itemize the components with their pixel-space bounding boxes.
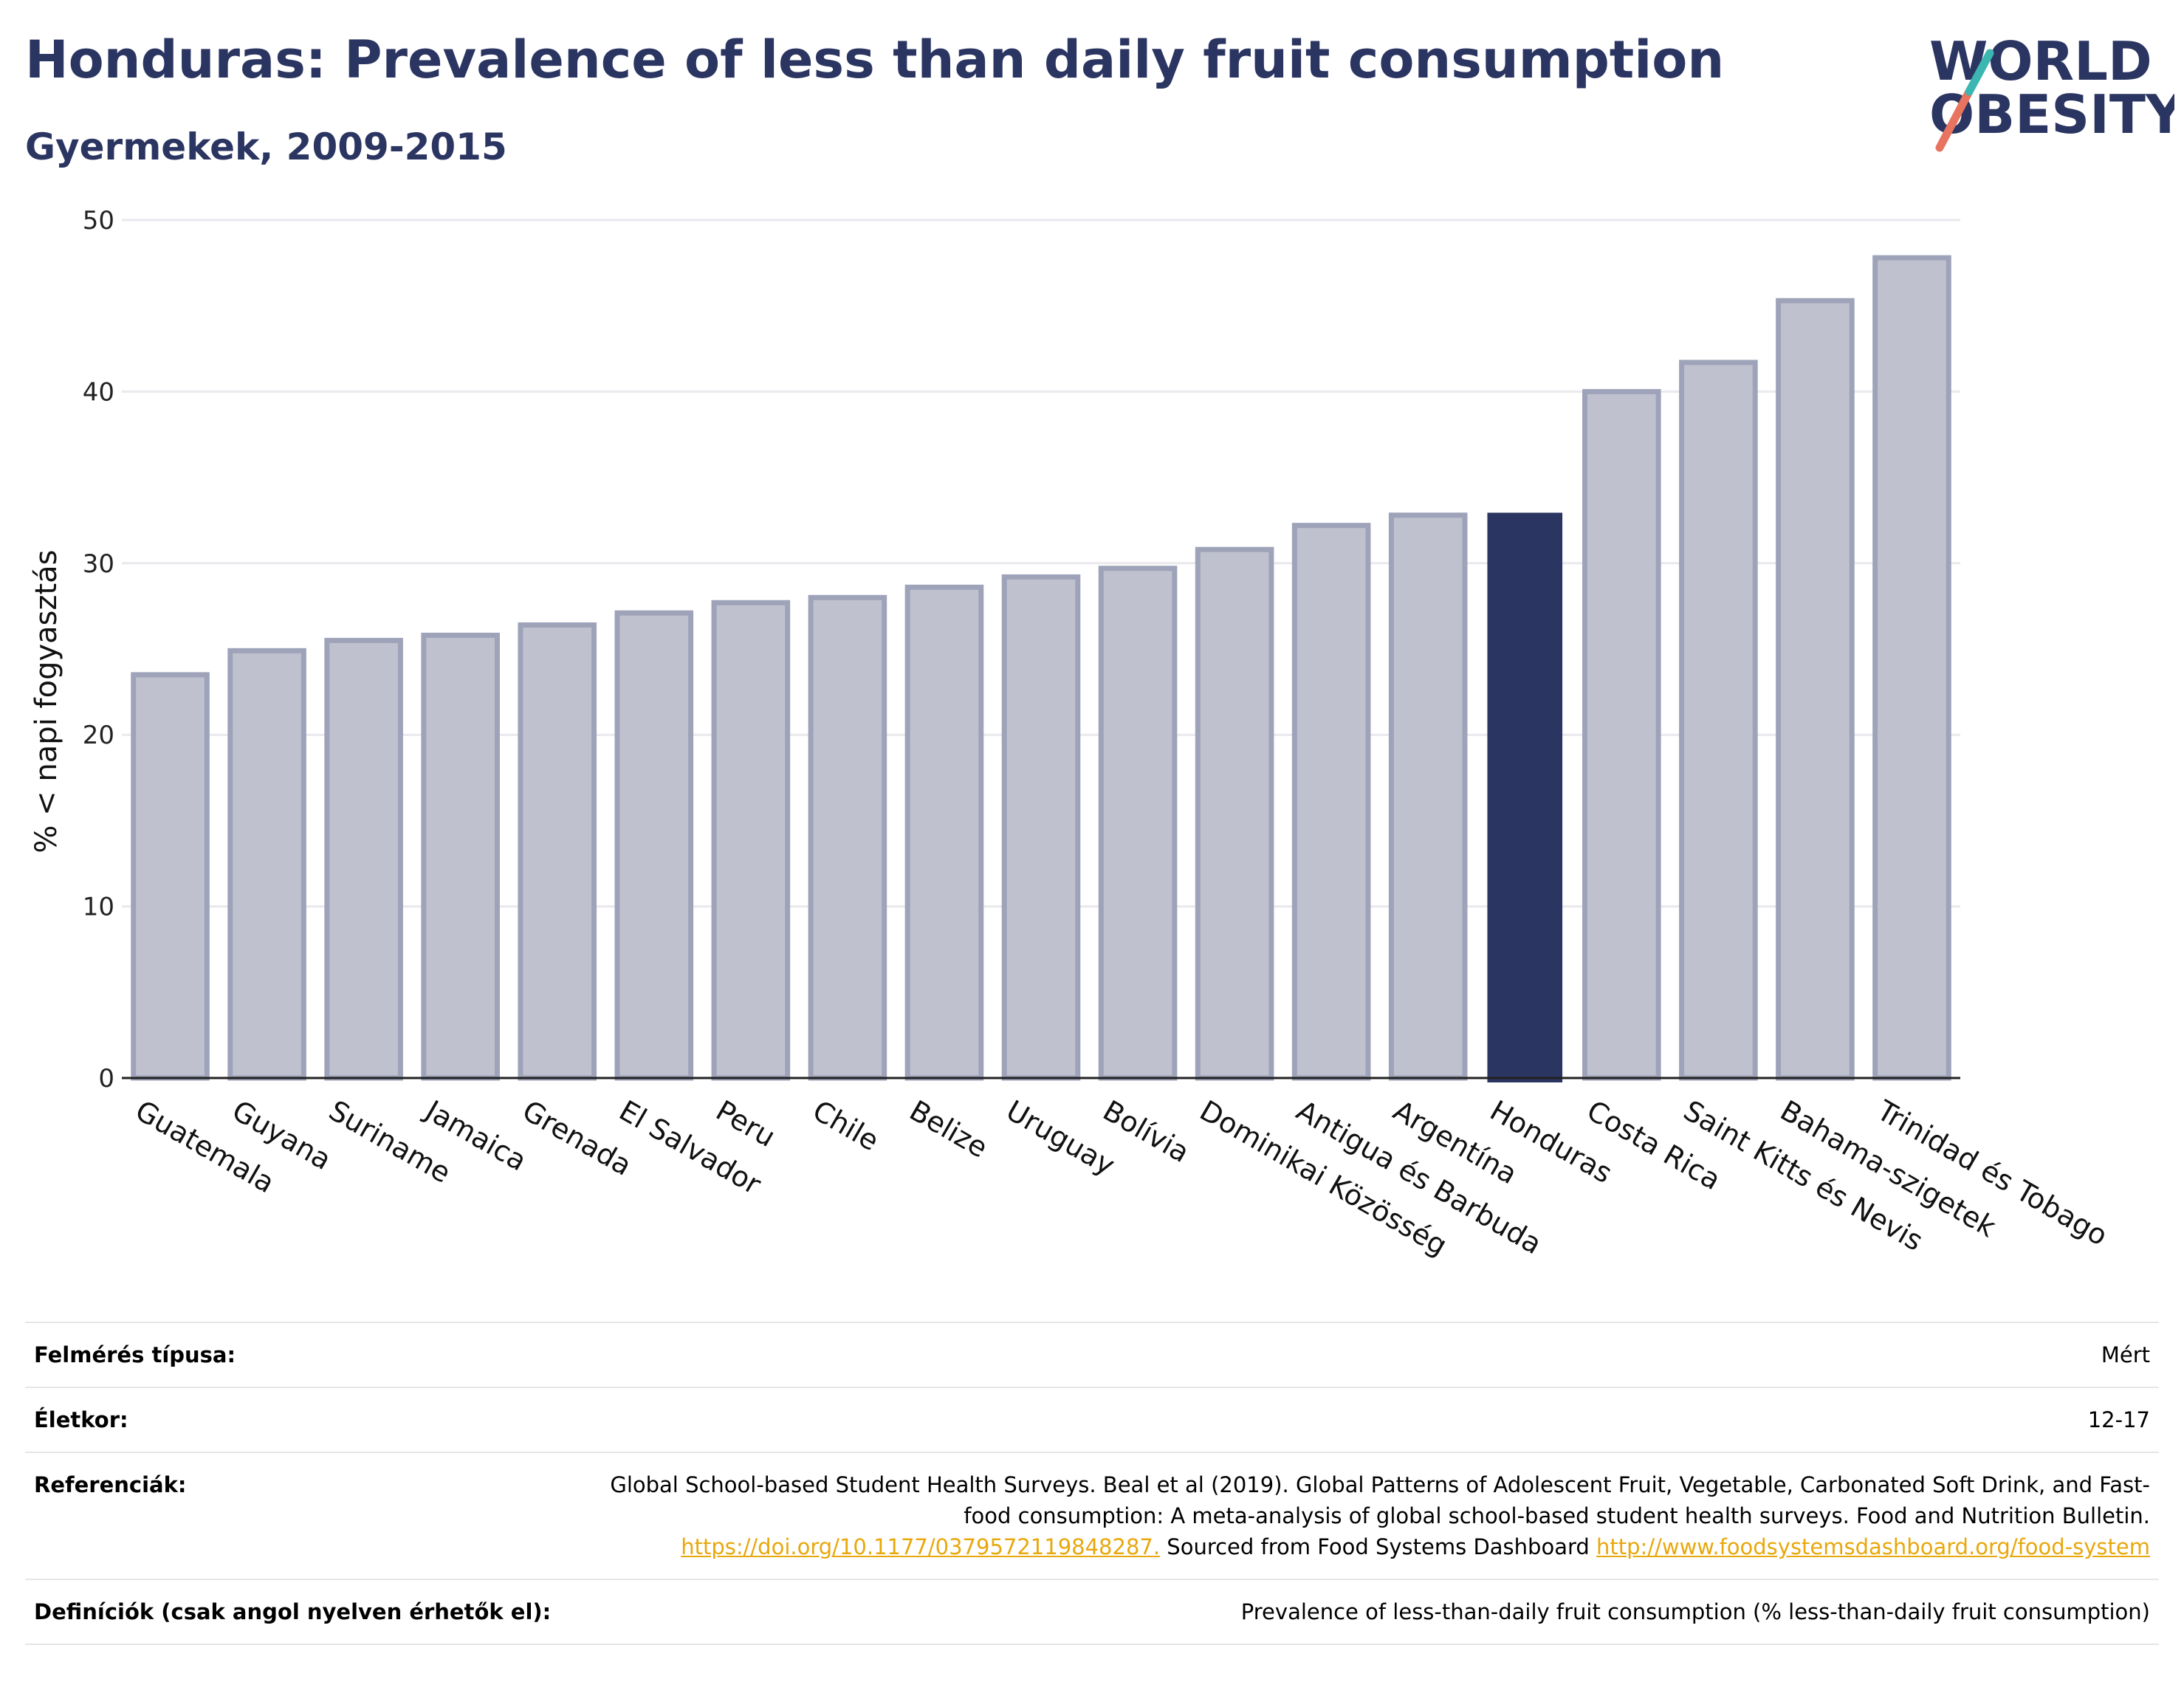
chart-subtitle: Gyermekek, 2009-2015 (25, 126, 507, 168)
logo-slash-coral (1935, 87, 1974, 152)
world-obesity-logo: WORLD OBESITY (1929, 30, 2174, 152)
y-tick-label: 30 (83, 549, 114, 579)
age-value: 12-17 (574, 1387, 2159, 1454)
info-table: Felmérés típusa: Mért Életkor: 12-17 Ref… (25, 1321, 2159, 1646)
x-tick-label: Belize (904, 1094, 993, 1164)
y-tick-label: 0 (98, 1064, 114, 1094)
bar-bahama-szigetek[interactable] (1776, 298, 1855, 1081)
survey-type-label: Felmérés típusa: (25, 1321, 574, 1389)
bar-argent-na[interactable] (1388, 512, 1468, 1081)
bar-trinidad-s-tobago[interactable] (1872, 255, 1951, 1081)
bar-jamaica[interactable] (421, 632, 500, 1081)
x-tick-label: Grenada (517, 1094, 637, 1182)
food-systems-link[interactable]: http://www.foodsystemsdashboard.org/food… (1596, 1534, 2150, 1560)
table-row: Definíciók (csak angol nyelven érhetők e… (25, 1579, 2159, 1646)
x-tick-label: Peru (710, 1094, 780, 1153)
bar-saint-kitts-s-nevis[interactable] (1679, 360, 1758, 1081)
bar-honduras[interactable] (1487, 512, 1563, 1082)
x-tick-label: Uruguay (1001, 1094, 1121, 1182)
survey-type-value: Mért (574, 1321, 2159, 1389)
bar-guatemala[interactable] (131, 672, 210, 1081)
y-tick-label: 10 (83, 893, 114, 922)
bar-guyana[interactable] (227, 648, 306, 1081)
table-row: Referenciák: Global School-based Student… (25, 1452, 2159, 1581)
bar-uruguay[interactable] (1001, 574, 1081, 1081)
bar-chile[interactable] (808, 594, 887, 1081)
x-tick-label: Chile (807, 1094, 884, 1158)
chart-title: Honduras: Prevalence of less than daily … (25, 30, 1725, 90)
references-label: Referenciák: (25, 1452, 574, 1581)
bar-chart: 01020304050GuatemalaGuyanaSurinameJamaic… (30, 206, 2113, 1262)
table-row: Felmérés típusa: Mért (25, 1321, 2159, 1389)
y-tick-label: 20 (83, 721, 114, 750)
reference-source-text: Sourced from Food Systems Dashboard (1167, 1534, 1590, 1560)
bar-grenada[interactable] (518, 622, 597, 1081)
bar-dominikai-k-z-ss-g[interactable] (1195, 546, 1274, 1081)
references-value: Global School-based Student Health Surve… (574, 1452, 2159, 1581)
bars (131, 255, 1951, 1082)
logo-slash-teal (1965, 49, 1994, 96)
age-label: Életkor: (25, 1387, 574, 1454)
y-tick-label: 40 (83, 377, 114, 407)
doi-link[interactable]: https://doi.org/10.1177/0379572119848287… (681, 1534, 1161, 1560)
logo-line-1: WORLD (1929, 30, 2152, 92)
bar-bol-via[interactable] (1098, 566, 1178, 1081)
bar-el-salvador[interactable] (614, 610, 694, 1081)
definitions-value: Prevalence of less-than-daily fruit cons… (574, 1579, 2159, 1646)
definitions-label: Definíciók (csak angol nyelven érhetők e… (25, 1579, 574, 1646)
bar-costa-rica[interactable] (1582, 388, 1661, 1081)
bar-belize[interactable] (904, 584, 984, 1081)
table-row: Életkor: 12-17 (25, 1387, 2159, 1454)
reference-text: Global School-based Student Health Surve… (610, 1472, 2150, 1529)
y-tick-label: 50 (83, 206, 114, 236)
bar-peru[interactable] (711, 600, 791, 1081)
bar-antigua-s-barbuda[interactable] (1291, 523, 1371, 1081)
bar-suriname[interactable] (324, 637, 403, 1081)
y-axis-label: % < napi fogyasztás (30, 549, 63, 853)
